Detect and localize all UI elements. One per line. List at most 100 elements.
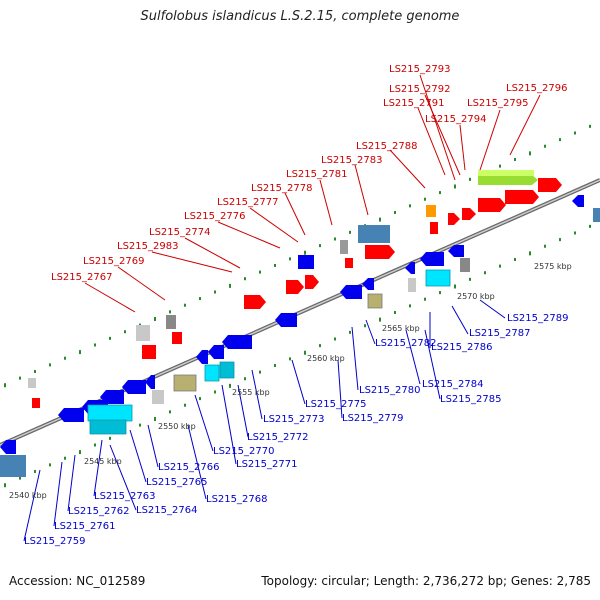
gene-feature[interactable] bbox=[462, 208, 476, 220]
gene-feature[interactable] bbox=[367, 293, 383, 309]
gene-feature[interactable] bbox=[408, 278, 416, 292]
gene-label[interactable]: LS215_2774 bbox=[149, 227, 210, 238]
gene-feature[interactable] bbox=[166, 315, 176, 329]
gene-feature[interactable] bbox=[0, 455, 26, 477]
gene-label[interactable]: LS215_2765 bbox=[146, 477, 207, 488]
gene-feature[interactable] bbox=[538, 178, 562, 192]
gene-feature[interactable] bbox=[244, 295, 266, 309]
gene-label[interactable]: LS215_2780 bbox=[359, 385, 420, 396]
gene-feature[interactable] bbox=[448, 213, 460, 225]
gene-label[interactable]: LS215_2796 bbox=[506, 83, 567, 94]
tick-mark bbox=[274, 263, 276, 267]
gene-feature[interactable] bbox=[122, 380, 146, 394]
gene-label[interactable]: LS215_2768 bbox=[206, 494, 267, 505]
gene-label[interactable]: LS215_2771 bbox=[236, 459, 297, 470]
gene-label[interactable]: LS215_2762 bbox=[68, 506, 129, 517]
tick-mark bbox=[34, 369, 36, 373]
gene-label[interactable]: LS215_2788 bbox=[356, 141, 417, 152]
gene-label[interactable]: LS215_2772 bbox=[247, 432, 308, 443]
gene-feature[interactable] bbox=[0, 440, 16, 454]
gene-label[interactable]: LS215_2785 bbox=[440, 394, 501, 405]
gene-label[interactable]: LS215_2783 bbox=[321, 155, 382, 166]
gene-label[interactable]: LS215_2781 bbox=[286, 169, 347, 180]
gene-label[interactable]: LS215_2779 bbox=[342, 413, 403, 424]
gene-label[interactable]: LS215_2784 bbox=[422, 379, 483, 390]
gene-label[interactable]: LS215_2777 bbox=[217, 197, 278, 208]
gene-feature[interactable] bbox=[222, 335, 252, 349]
gene-label[interactable]: LS215_2778 bbox=[251, 183, 312, 194]
gene-feature[interactable] bbox=[358, 225, 390, 243]
gene-feature[interactable] bbox=[196, 350, 208, 364]
tick-mark bbox=[274, 363, 276, 367]
gene-label[interactable]: LS215_2795 bbox=[467, 98, 528, 109]
leader-line bbox=[93, 439, 103, 497]
gene-feature[interactable] bbox=[275, 313, 297, 327]
gene-feature[interactable] bbox=[362, 278, 374, 290]
gene-feature[interactable] bbox=[365, 245, 395, 259]
gene-feature[interactable] bbox=[478, 175, 538, 185]
gene-feature[interactable] bbox=[340, 285, 362, 299]
gene-feature[interactable] bbox=[426, 205, 436, 217]
gene-feature[interactable] bbox=[420, 252, 444, 266]
gene-feature[interactable] bbox=[208, 345, 224, 359]
gene-feature[interactable] bbox=[572, 195, 584, 207]
gene-feature[interactable] bbox=[145, 375, 155, 389]
gene-feature[interactable] bbox=[430, 222, 438, 234]
gene-feature[interactable] bbox=[173, 374, 197, 392]
gene-label[interactable]: LS215_2769 bbox=[83, 256, 144, 267]
gene-label[interactable]: LS215_2983 bbox=[117, 241, 178, 252]
gene-label[interactable]: LS215_2761 bbox=[54, 521, 115, 532]
gene-feature[interactable] bbox=[478, 170, 534, 176]
gene-feature[interactable] bbox=[219, 361, 235, 379]
top-strand-labels: LS215_2793 LS215_2792 LS215_2796 LS215_2… bbox=[51, 64, 567, 283]
gene-feature[interactable] bbox=[505, 190, 539, 204]
tick-2575: 2575 kbp bbox=[534, 262, 572, 271]
gene-label[interactable]: LS215_2775 bbox=[305, 399, 366, 410]
gene-label[interactable]: LS215_2766 bbox=[158, 462, 219, 473]
gene-feature[interactable] bbox=[58, 408, 84, 422]
gene-feature[interactable] bbox=[136, 325, 150, 341]
gene-feature[interactable] bbox=[448, 245, 464, 257]
tick-mark bbox=[304, 350, 306, 355]
gene-feature[interactable] bbox=[204, 364, 220, 382]
gene-feature[interactable] bbox=[286, 280, 304, 294]
gene-label[interactable]: LS215_2791 bbox=[383, 98, 444, 109]
gene-feature[interactable] bbox=[89, 419, 127, 435]
gene-label[interactable]: LS215_2763 bbox=[94, 491, 155, 502]
gene-label[interactable]: LS215_2782 bbox=[375, 338, 436, 349]
gene-label[interactable]: LS215_2789 bbox=[507, 313, 568, 324]
gene-label[interactable]: LS215_2792 bbox=[389, 84, 450, 95]
gene-feature[interactable] bbox=[340, 240, 348, 254]
gene-label[interactable]: LS215_2767 bbox=[51, 272, 112, 283]
leader-line bbox=[424, 329, 441, 400]
gene-feature[interactable] bbox=[405, 262, 415, 274]
gene-label[interactable]: LS215_2787 bbox=[469, 328, 530, 339]
tick-mark bbox=[124, 330, 126, 334]
leader-line bbox=[151, 251, 233, 273]
tick-mark bbox=[424, 297, 426, 301]
gene-label[interactable]: LS215_2776 bbox=[184, 211, 245, 222]
gene-label[interactable]: LS215_2759 bbox=[24, 536, 85, 547]
gene-feature[interactable] bbox=[142, 345, 156, 359]
gene-feature[interactable] bbox=[425, 269, 451, 287]
gene-feature[interactable] bbox=[593, 208, 600, 222]
gene-feature[interactable] bbox=[305, 275, 319, 289]
gene-feature[interactable] bbox=[28, 378, 36, 388]
gene-label[interactable]: LS215_2773 bbox=[263, 414, 324, 425]
gene-feature[interactable] bbox=[478, 198, 506, 212]
tick-2545: 2545 kbp bbox=[84, 457, 122, 466]
gene-feature[interactable] bbox=[172, 332, 182, 344]
tick-mark bbox=[379, 317, 381, 322]
gene-feature[interactable] bbox=[32, 398, 40, 408]
gene-label[interactable]: LS215_2793 bbox=[389, 64, 450, 75]
gene-feature[interactable] bbox=[152, 390, 164, 404]
gene-feature[interactable] bbox=[345, 258, 353, 268]
gene-label[interactable]: LS215_2764 bbox=[136, 505, 197, 516]
gene-feature[interactable] bbox=[87, 404, 133, 422]
gene-label[interactable]: LS215_2794 bbox=[425, 114, 486, 125]
gene-feature[interactable] bbox=[460, 258, 470, 272]
gene-label[interactable]: LS215_2786 bbox=[431, 342, 492, 353]
tick-mark bbox=[514, 257, 516, 261]
gene-feature[interactable] bbox=[298, 255, 314, 269]
gene-label[interactable]: LS215_2770 bbox=[213, 446, 274, 457]
